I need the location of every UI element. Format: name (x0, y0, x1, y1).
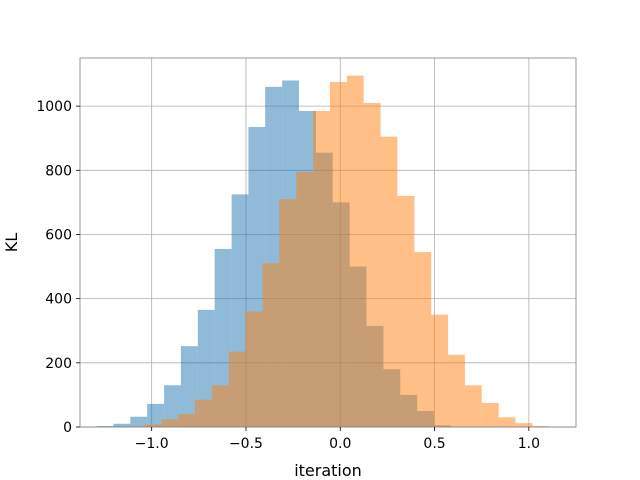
histogram-bar (414, 252, 432, 427)
y-tick-label: 0 (63, 420, 72, 436)
axis-ticks: −1.0 −0.5 0.0 0.5 1.0 0 200 400 600 800 1000 (36, 99, 540, 452)
histogram-bars (96, 75, 550, 428)
histogram-bar (164, 385, 181, 427)
histogram-bar (346, 75, 364, 427)
histogram-bar (228, 351, 246, 427)
x-axis-label: iteration (294, 461, 362, 480)
y-tick-label: 600 (45, 227, 72, 243)
histogram-bar (363, 102, 381, 427)
y-tick-label: 400 (45, 292, 72, 308)
histogram-bar (262, 263, 280, 427)
histogram-bar (498, 417, 516, 427)
histogram-bar (130, 416, 148, 427)
histogram-bar (481, 402, 499, 427)
y-tick-label: 800 (45, 163, 72, 179)
histogram-bar (197, 309, 215, 427)
histogram-bar (161, 419, 179, 427)
histogram-bar (195, 399, 212, 427)
x-tick-label: −0.5 (229, 436, 263, 452)
y-tick-label: 1000 (36, 99, 72, 115)
y-tick-label: 200 (45, 356, 72, 372)
histogram-bar (296, 171, 314, 427)
histogram-bar (113, 423, 131, 427)
histogram-bar (147, 403, 165, 427)
histogram-bar (515, 423, 533, 427)
x-tick-label: −1.0 (135, 436, 169, 452)
histogram-bar (397, 195, 415, 427)
x-tick-label: 1.0 (518, 436, 540, 452)
histogram-bar (532, 426, 550, 427)
x-tick-label: 0.0 (329, 436, 351, 452)
histogram-bar (96, 426, 114, 427)
x-tick-label: 0.5 (423, 436, 445, 452)
plot-frame (79, 57, 577, 428)
histogram-bar (180, 346, 198, 427)
histogram-bar (144, 424, 162, 427)
histogram-bar (329, 82, 347, 427)
histogram-bar (279, 199, 297, 427)
histogram-series-2 (127, 75, 550, 427)
histogram-bar (245, 311, 263, 427)
histogram-bar (178, 414, 196, 427)
histogram-bar (380, 136, 398, 427)
histogram-bar (448, 354, 465, 427)
histogram-bar (214, 248, 232, 427)
y-axis-label: KL (2, 233, 21, 252)
histogram-bar (313, 110, 330, 427)
histogram-bar (211, 385, 229, 427)
histogram-bar (464, 385, 482, 427)
histogram-bar (431, 314, 449, 427)
